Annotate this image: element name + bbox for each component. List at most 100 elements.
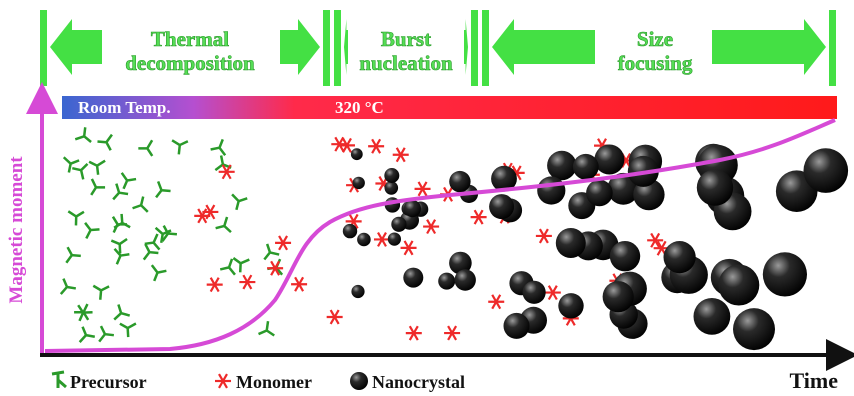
phase-arrow — [712, 19, 826, 75]
diagram: ThermaldecompositionBurstnucleationSizef… — [0, 0, 854, 396]
precursor — [231, 257, 249, 273]
nanocrystal — [586, 180, 613, 207]
precursor — [215, 217, 236, 238]
monomer-core — [374, 144, 378, 148]
legend: Precursor Monomer Nanocrystal — [52, 372, 465, 392]
nanocrystal-icon — [350, 372, 368, 390]
monomer-core — [381, 182, 385, 186]
phase-arrow — [280, 19, 320, 75]
monomer-core — [624, 158, 628, 162]
monomer-core — [352, 219, 356, 223]
monomer-core — [494, 300, 498, 304]
monomer-core — [208, 210, 212, 214]
phase-divider — [40, 10, 47, 86]
precursor — [138, 140, 159, 160]
monomer-core — [653, 238, 657, 242]
monomer-core — [345, 143, 349, 147]
temperature-bar — [62, 96, 837, 119]
phase-arrow — [464, 19, 468, 75]
legend-label: Monomer — [236, 372, 312, 392]
nanocrystal — [718, 265, 759, 306]
nanocrystal — [351, 148, 363, 160]
monomer-core — [273, 266, 277, 270]
nanocrystal — [523, 281, 546, 304]
monomer-core — [450, 331, 454, 335]
precursor — [131, 196, 148, 215]
nanocrystal — [455, 269, 476, 290]
nanocrystal — [547, 151, 576, 180]
nanocrystal — [804, 148, 849, 193]
monomer-core — [412, 331, 416, 335]
monomer-core — [213, 283, 217, 287]
monomer-core — [421, 187, 425, 191]
precursor — [72, 304, 93, 324]
phase-divider — [482, 10, 489, 86]
nanocrystal — [449, 171, 470, 192]
precursor — [168, 133, 189, 154]
phase-label: Burst — [381, 27, 431, 51]
monomer-core — [245, 280, 249, 284]
precursor — [112, 184, 130, 203]
monomer-core — [200, 214, 204, 218]
nanocrystal — [391, 217, 406, 232]
precursor — [74, 300, 95, 320]
precursor — [68, 205, 87, 225]
nanocrystal — [385, 181, 399, 195]
monomer-core — [281, 241, 285, 245]
precursor — [155, 181, 172, 199]
monomer-core — [429, 225, 433, 229]
nanocrystal — [357, 233, 371, 247]
phase-divider — [471, 10, 478, 86]
monomer-core — [399, 153, 403, 157]
nanocrystal — [697, 169, 733, 205]
phase-arrow — [492, 19, 595, 75]
precursor — [75, 126, 94, 143]
monomer-core — [407, 246, 411, 250]
monomer-core — [477, 215, 481, 219]
precursor — [79, 218, 100, 238]
phase-label: Thermal — [151, 27, 229, 51]
legend-label: Nanocrystal — [372, 372, 465, 392]
precursor-icon — [52, 372, 66, 388]
nanocrystal — [489, 194, 514, 219]
precursor — [232, 191, 249, 210]
nanocrystal — [573, 154, 599, 180]
precursor — [152, 264, 167, 281]
phase-arrow — [50, 19, 102, 75]
precursor — [94, 323, 114, 342]
nanocrystal — [384, 168, 399, 183]
monomer-icon — [215, 374, 231, 388]
phase-divider — [829, 10, 836, 86]
monomer-core — [333, 315, 337, 319]
nanocrystal — [404, 200, 421, 217]
monomer-core — [225, 170, 229, 174]
phase-divider — [323, 10, 330, 86]
precursor — [106, 216, 127, 236]
precursor — [89, 161, 105, 175]
precursor — [258, 243, 279, 264]
nanocrystal — [537, 176, 565, 204]
monomer-core — [542, 234, 546, 238]
phase-label: decomposition — [125, 51, 255, 75]
nanocrystal — [556, 228, 586, 258]
phase-label: focusing — [618, 51, 693, 75]
precursor — [119, 323, 136, 338]
monomer-core — [660, 246, 664, 250]
nanocrystal — [733, 308, 775, 350]
precursor — [122, 172, 137, 189]
precursor — [76, 324, 95, 342]
nanocrystal — [343, 224, 357, 238]
nanocrystal — [388, 233, 401, 246]
temp-end: 320 °C — [335, 98, 384, 117]
precursor — [61, 244, 81, 263]
precursor — [258, 321, 279, 342]
precursor — [210, 139, 225, 156]
nanocrystal — [353, 177, 365, 189]
nanocrystal — [438, 273, 455, 290]
nanocrystal — [664, 241, 696, 273]
precursor — [219, 259, 235, 277]
legend-label: Precursor — [70, 372, 147, 392]
nanocrystal — [610, 241, 640, 271]
nanocrystal — [594, 145, 624, 175]
monomer-core — [380, 237, 384, 241]
